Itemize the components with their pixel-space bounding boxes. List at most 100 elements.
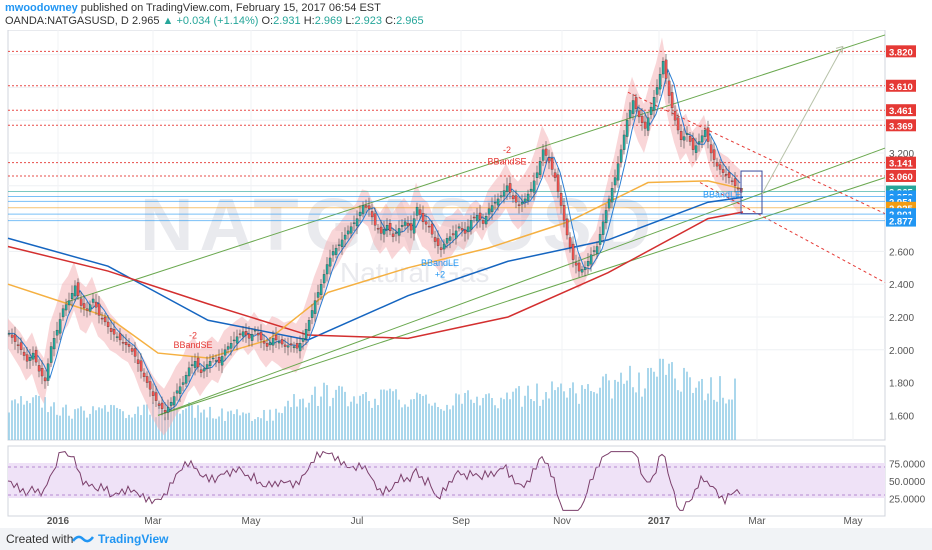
volume-bar (641, 396, 643, 440)
candle-body (718, 164, 722, 170)
volume-bar (347, 406, 349, 440)
candle-body (244, 331, 248, 336)
volume-bar (677, 390, 679, 440)
volume-bar (575, 393, 577, 440)
volume-bar (560, 383, 562, 440)
candle-body (232, 339, 236, 342)
candle-body (31, 352, 35, 360)
volume-bar (266, 420, 268, 440)
candle-body (697, 141, 701, 144)
candle-body (187, 367, 191, 377)
candle-body (7, 333, 11, 335)
trend-channel-line (65, 34, 886, 303)
candle-body (103, 316, 107, 323)
candle-body (166, 407, 170, 413)
volume-bar (530, 399, 532, 440)
rsi-line (7, 450, 741, 511)
volume-bar (116, 407, 118, 440)
candle-body (496, 198, 500, 206)
volume-bar (581, 385, 583, 440)
volume-bar (608, 380, 610, 440)
arrow-head-icon (835, 45, 844, 54)
volume-bar (395, 389, 397, 440)
candle-body (613, 177, 617, 186)
candle-body (562, 205, 566, 221)
last-price: 2.965 (131, 15, 160, 27)
x-tick-label: May (242, 516, 261, 527)
candle-body (325, 264, 329, 275)
price-chart[interactable]: NATGASUSDNatural Gas BBandSE-2BBandSE-2B… (0, 30, 932, 528)
volume-bar (650, 367, 652, 440)
volume-bar (707, 393, 709, 440)
candle-body (22, 351, 26, 356)
candle-body (190, 364, 194, 366)
candle-body (439, 247, 443, 250)
open-label: O: (261, 15, 274, 27)
candle-body (316, 292, 320, 298)
ema-line (8, 68, 741, 411)
candle-body (412, 218, 416, 234)
candle-body (643, 121, 647, 129)
volume-bar (485, 394, 487, 440)
volume-bar (179, 413, 181, 440)
volume-bar (494, 405, 496, 440)
candle-body (349, 226, 353, 234)
volume-bar (734, 378, 736, 440)
volume-bar (689, 377, 691, 440)
candle-body (364, 205, 368, 208)
author-link[interactable]: mwoodowney (5, 2, 78, 14)
candle-body (319, 284, 323, 295)
volume-bar (11, 400, 13, 440)
candle-body (250, 334, 254, 341)
volume-bar (194, 417, 196, 440)
price-tag (886, 119, 916, 132)
candle-body (262, 341, 266, 344)
volume-bar (476, 396, 478, 440)
volume-bar (14, 399, 16, 440)
projection-arrow (761, 46, 844, 195)
candle-body (523, 198, 527, 203)
volume-bar (35, 395, 37, 440)
volume-bar (671, 362, 673, 440)
tradingview-link[interactable]: TradingView (98, 532, 169, 546)
volume-bar (374, 398, 376, 440)
volume-bar (605, 373, 607, 440)
candle-body (106, 321, 110, 327)
candle-body (409, 223, 413, 231)
candle-body (433, 237, 437, 242)
volume-bar (230, 410, 232, 440)
watermark-name: Natural Gas (340, 257, 489, 288)
candle-body (712, 149, 716, 160)
volume-bar (536, 383, 538, 440)
candle-body (169, 402, 173, 406)
candle-body (700, 135, 704, 143)
volume-bar (617, 381, 619, 440)
bollinger-band (8, 37, 740, 436)
candle-body (79, 298, 83, 306)
strategy-annotation: BBandSE (487, 156, 526, 166)
candle-body (85, 308, 89, 311)
high-label: H: (303, 15, 315, 27)
volume-bar (23, 404, 25, 440)
volume-bar (242, 412, 244, 440)
candle-body (214, 360, 218, 362)
volume-bar (383, 389, 385, 440)
candle-body (157, 403, 161, 406)
volume-bar (725, 403, 727, 440)
volume-bar (467, 390, 469, 440)
volume-bar (146, 404, 148, 440)
tradingview-logo-icon (71, 533, 95, 548)
candle-body (535, 172, 539, 178)
volume-bar (701, 378, 703, 440)
volume-bar (413, 399, 415, 440)
candle-body (355, 218, 359, 227)
volume-bar (311, 394, 313, 440)
volume-bar (443, 410, 445, 440)
volume-bar (62, 407, 64, 440)
volume-bar (557, 387, 559, 440)
candle-body (205, 364, 209, 369)
candle-body (136, 359, 140, 364)
candle-body (382, 229, 386, 235)
candle-body (541, 149, 545, 161)
candle-body (130, 348, 134, 352)
